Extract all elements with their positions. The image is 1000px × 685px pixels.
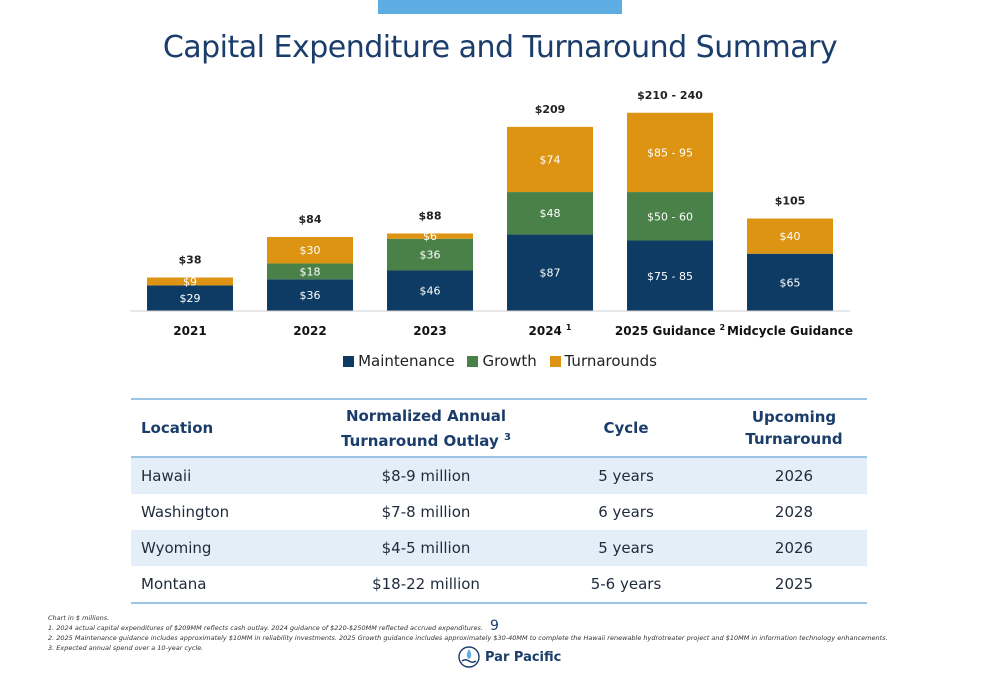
header-cycle: Cycle	[531, 398, 721, 458]
logo-text: Par Pacific	[485, 649, 562, 665]
logo-icon	[458, 646, 480, 668]
legend-item-turnarounds: Turnarounds	[549, 352, 657, 370]
bar-label-turnarounds-1: $30	[300, 244, 321, 257]
bar-growth-4	[627, 192, 713, 241]
bar-maintenance-1	[267, 279, 353, 311]
total-label-2: $88	[419, 209, 442, 222]
category-label-1: 2022	[293, 324, 326, 338]
total-label-3: $209	[535, 103, 566, 116]
category-label-3: 2024 1	[529, 323, 572, 338]
bar-label-growth-3: $48	[540, 207, 561, 220]
total-label-1: $84	[299, 213, 322, 226]
chart-legend: Maintenance Growth Turnarounds	[0, 352, 1000, 370]
footnote-2: 2. 2025 Maintenance guidance includes ap…	[48, 634, 888, 642]
bar-label-growth-4: $50 - 60	[647, 210, 693, 223]
legend-item-growth: Growth	[467, 352, 537, 370]
legend-swatch-growth	[467, 356, 479, 367]
cell-cycle: 5 years	[531, 457, 721, 494]
category-label-5: Midcycle Guidance	[727, 324, 853, 338]
header-location: Location	[131, 398, 321, 458]
bar-maintenance-4	[627, 240, 713, 311]
bar-turnarounds-0	[147, 277, 233, 286]
top-accent-bar	[378, 0, 622, 14]
footnote-3: 3. Expected annual spend over a 10-year …	[48, 644, 204, 652]
bar-label-maintenance-0: $29	[180, 292, 201, 305]
cell-location: Montana	[131, 566, 321, 604]
bar-label-maintenance-1: $36	[300, 289, 321, 302]
bar-label-growth-1: $18	[300, 265, 321, 278]
bar-label-maintenance-5: $65	[780, 276, 801, 289]
legend-item-maintenance: Maintenance	[343, 352, 455, 370]
bar-label-maintenance-4: $75 - 85	[647, 270, 693, 283]
table-row: Hawaii $8-9 million 5 years 2026	[131, 457, 867, 494]
bar-label-turnarounds-0: $9	[183, 275, 197, 288]
bar-turnarounds-4	[627, 112, 713, 193]
bar-growth-1	[267, 263, 353, 280]
par-pacific-logo: Par Pacific	[458, 646, 561, 668]
legend-label-maintenance: Maintenance	[358, 352, 455, 370]
category-label-4: 2025 Guidance 2	[615, 323, 725, 338]
total-label-4: $210 - 240	[637, 89, 703, 102]
page-title: Capital Expenditure and Turnaround Summa…	[162, 30, 838, 65]
category-label-0: 2021	[173, 324, 206, 338]
bar-growth-3	[507, 192, 593, 235]
bar-turnarounds-3	[507, 126, 593, 193]
bar-maintenance-2	[387, 270, 473, 311]
bar-growth-2	[387, 238, 473, 271]
cell-outlay: $8-9 million	[321, 457, 531, 494]
cell-upcoming: 2026	[721, 530, 867, 566]
bar-turnarounds-2	[387, 233, 473, 239]
header-outlay: Normalized Annual Turnaround Outlay 3	[321, 398, 531, 458]
footnote-1: 1. 2024 actual capital expenditures of $…	[48, 624, 483, 632]
bar-label-turnarounds-4: $85 - 95	[647, 146, 693, 159]
cell-outlay: $4-5 million	[321, 530, 531, 566]
bar-label-turnarounds-5: $40	[780, 230, 801, 243]
table-row: Montana $18-22 million 5-6 years 2025	[131, 566, 867, 604]
bar-maintenance-5	[747, 253, 833, 311]
total-label-5: $105	[775, 194, 806, 207]
table-header-row: Location Normalized Annual Turnaround Ou…	[131, 398, 867, 458]
cell-upcoming: 2025	[721, 566, 867, 604]
bar-label-turnarounds-2: $6	[423, 230, 437, 243]
bar-label-maintenance-3: $87	[540, 267, 561, 280]
bar-turnarounds-1	[267, 236, 353, 264]
bar-label-turnarounds-3: $74	[540, 153, 561, 166]
bar-label-growth-2: $36	[420, 249, 441, 262]
legend-label-growth: Growth	[482, 352, 537, 370]
table-row: Washington $7-8 million 6 years 2028	[131, 494, 867, 530]
legend-swatch-turnarounds	[549, 356, 561, 367]
header-outlay-footnote: 3	[503, 431, 511, 443]
table-row: Wyoming $4-5 million 5 years 2026	[131, 530, 867, 566]
cell-cycle: 6 years	[598, 503, 654, 521]
header-outlay-line2: Turnaround Outlay	[341, 431, 499, 450]
category-label-2: 2023	[413, 324, 446, 338]
cell-cycle: 5-6 years	[531, 566, 721, 604]
cell-cycle: 5 years	[531, 530, 721, 566]
legend-label-turnarounds: Turnarounds	[564, 352, 657, 370]
turnaround-table: Location Normalized Annual Turnaround Ou…	[131, 398, 867, 604]
cell-location: Wyoming	[131, 530, 321, 566]
cell-upcoming: 2028	[774, 503, 814, 521]
total-label-0: $38	[179, 254, 202, 267]
bar-label-maintenance-2: $46	[420, 285, 441, 298]
bar-maintenance-3	[507, 234, 593, 311]
capex-stacked-bar-chart: $29 $9 $38 2021 $36 $18 $30 $84 2022 $46 $36 $6 $88 2…	[130, 89, 853, 338]
cell-location: Washington	[141, 503, 230, 521]
page-number: 9	[490, 618, 499, 634]
cell-outlay: $18-22 million	[321, 566, 531, 604]
bar-turnarounds-5	[747, 218, 833, 254]
cell-upcoming: 2026	[721, 457, 867, 494]
footnotes: Chart in $ millions. 1. 2024 actual capi…	[48, 613, 948, 653]
header-outlay-line1: Normalized Annual	[345, 406, 507, 425]
header-upcoming-turnaround: Upcoming Turnaround	[721, 398, 867, 458]
legend-swatch-maintenance	[343, 356, 355, 367]
cell-outlay: $7-8 million	[381, 503, 471, 521]
cell-location: Hawaii	[131, 457, 321, 494]
footnote-chart-units: Chart in $ millions.	[48, 614, 110, 622]
bar-maintenance-0	[147, 285, 233, 311]
